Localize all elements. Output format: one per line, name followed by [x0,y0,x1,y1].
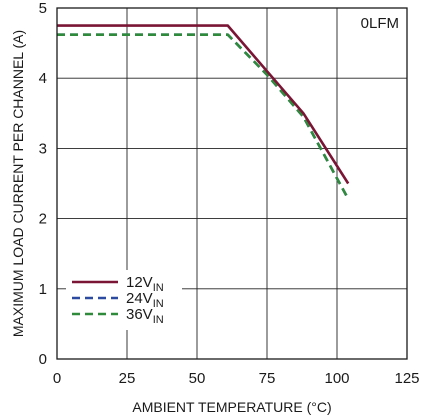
y-tick-label: 2 [39,211,47,228]
y-tick-label: 0 [39,351,47,368]
x-tick-label: 125 [394,370,419,387]
y-axis-title: MAXIMUM LOAD CURRENT PER CHANNEL (A) [10,30,26,337]
x-tick-label: 0 [53,370,61,387]
plot-frame [56,7,408,360]
y-tick-label: 1 [39,281,47,298]
airflow-annotation: 0LFM [361,15,399,32]
y-tick-label: 3 [39,140,47,157]
legend-background [66,270,182,330]
y-tick-label: 4 [39,70,47,87]
series-line-36v [57,33,350,200]
legend-label: 12VIN [126,274,164,294]
x-tick-label: 100 [324,370,349,387]
tick-labels: 0 25 50 75 100 125 0 1 2 3 4 5 [39,0,420,387]
x-axis-title: AMBIENT TEMPERATURE (°C) [132,399,331,415]
x-tick-label: 50 [189,370,206,387]
x-tick-label: 75 [259,370,276,387]
legend-label: 36VIN [126,306,164,326]
x-tick-label: 25 [119,370,136,387]
series-line-12v [57,24,350,185]
series-lines [57,24,350,200]
legend-label: 24VIN [126,290,164,310]
y-tick-label: 5 [39,0,47,17]
